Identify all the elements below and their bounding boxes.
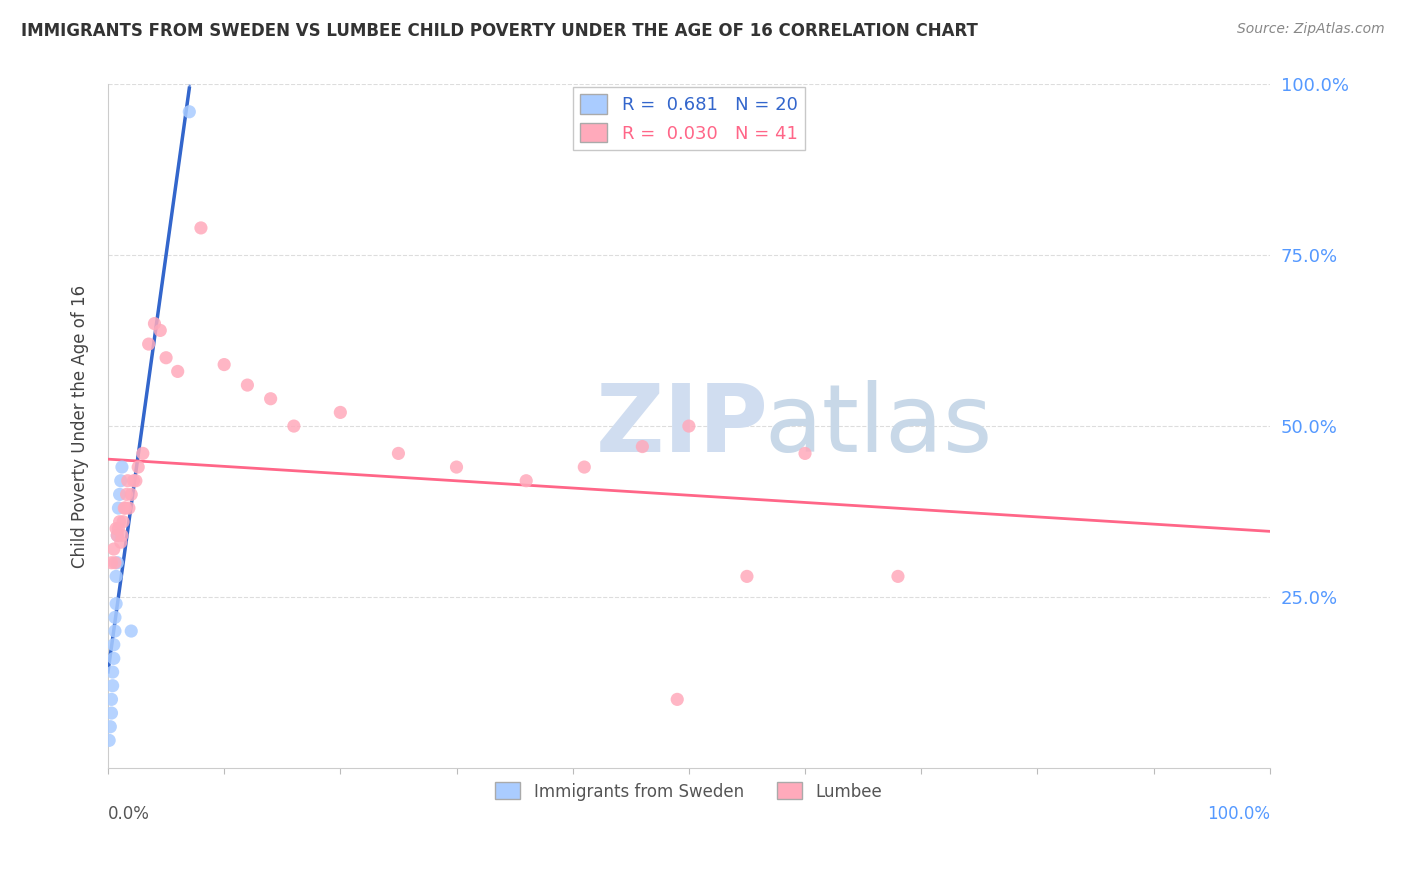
Text: ZIP: ZIP <box>596 380 769 472</box>
Point <box>259 392 281 406</box>
Point <box>107 522 129 536</box>
Point <box>138 337 160 351</box>
Point <box>98 733 121 747</box>
Point <box>100 706 122 720</box>
Point <box>118 501 141 516</box>
Point <box>387 446 409 460</box>
Point <box>105 522 128 536</box>
Point <box>105 528 128 542</box>
Text: atlas: atlas <box>765 380 993 472</box>
Point <box>105 597 128 611</box>
Point <box>104 624 127 638</box>
Text: IMMIGRANTS FROM SWEDEN VS LUMBEE CHILD POVERTY UNDER THE AGE OF 16 CORRELATION C: IMMIGRANTS FROM SWEDEN VS LUMBEE CHILD P… <box>21 22 979 40</box>
Point <box>103 651 125 665</box>
Point <box>108 487 131 501</box>
Point <box>108 515 131 529</box>
Point <box>143 317 166 331</box>
Point <box>735 569 758 583</box>
Point <box>132 446 155 460</box>
Point <box>515 474 537 488</box>
Point <box>179 104 201 119</box>
Point <box>104 610 127 624</box>
Text: 0.0%: 0.0% <box>108 805 150 823</box>
Point <box>105 569 128 583</box>
Point <box>574 460 596 475</box>
Point <box>149 323 172 337</box>
Point <box>120 624 142 638</box>
Point <box>212 358 235 372</box>
Point <box>794 446 817 460</box>
Point <box>104 556 127 570</box>
Point <box>98 720 121 734</box>
Point <box>111 528 134 542</box>
Point <box>112 501 135 516</box>
Point <box>190 221 212 235</box>
Point <box>103 638 125 652</box>
Point <box>110 535 132 549</box>
Point <box>125 474 148 488</box>
Point <box>283 419 305 434</box>
Point <box>236 378 259 392</box>
Point <box>678 419 700 434</box>
Y-axis label: Child Poverty Under the Age of 16: Child Poverty Under the Age of 16 <box>72 285 89 567</box>
Text: 100.0%: 100.0% <box>1206 805 1270 823</box>
Point <box>166 364 188 378</box>
Point <box>329 405 352 419</box>
Point <box>110 474 132 488</box>
Point <box>122 474 145 488</box>
Point <box>103 542 125 557</box>
Point <box>112 515 135 529</box>
Point <box>155 351 177 365</box>
Point <box>666 692 689 706</box>
Point <box>114 501 136 516</box>
Point <box>120 487 142 501</box>
Point <box>100 692 122 706</box>
Point <box>127 460 149 475</box>
Point <box>107 501 129 516</box>
Text: Source: ZipAtlas.com: Source: ZipAtlas.com <box>1237 22 1385 37</box>
Point <box>446 460 468 475</box>
Point <box>111 460 134 475</box>
Point <box>631 440 654 454</box>
Legend: Immigrants from Sweden, Lumbee: Immigrants from Sweden, Lumbee <box>489 776 889 807</box>
Point <box>100 556 122 570</box>
Point <box>105 556 128 570</box>
Point <box>887 569 910 583</box>
Point <box>105 528 128 542</box>
Point <box>117 474 139 488</box>
Point <box>101 665 124 679</box>
Point <box>115 487 138 501</box>
Point <box>101 679 124 693</box>
